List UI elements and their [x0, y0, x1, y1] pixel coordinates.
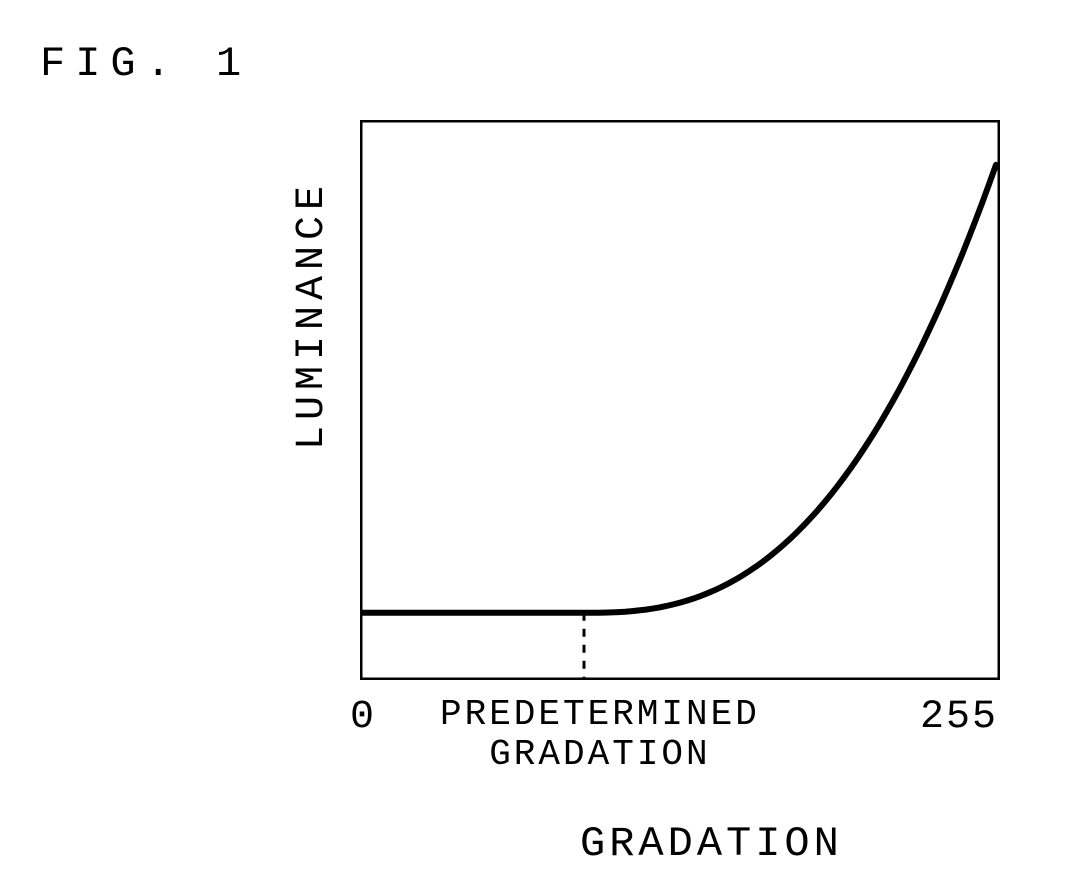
x-tick-predetermined: PREDETERMINED GRADATION	[440, 695, 760, 774]
chart-container: LUMINANCE 0 PREDETERMINED GRADATION 255 …	[300, 120, 1050, 860]
y-axis-label: LUMINANCE	[290, 180, 335, 450]
x-tick-max: 255	[920, 695, 998, 740]
plot-border	[361, 121, 999, 679]
x-axis-label: GRADATION	[580, 820, 843, 868]
x-tick-zero: 0	[350, 695, 374, 740]
chart-svg	[360, 120, 1000, 680]
x-tick-predetermined-line2: GRADATION	[489, 734, 710, 775]
page: FIG. 1 LUMINANCE 0 PREDETERMINED GRADATI…	[0, 0, 1088, 884]
x-tick-predetermined-line1: PREDETERMINED	[440, 694, 760, 735]
figure-title: FIG. 1	[40, 40, 251, 88]
